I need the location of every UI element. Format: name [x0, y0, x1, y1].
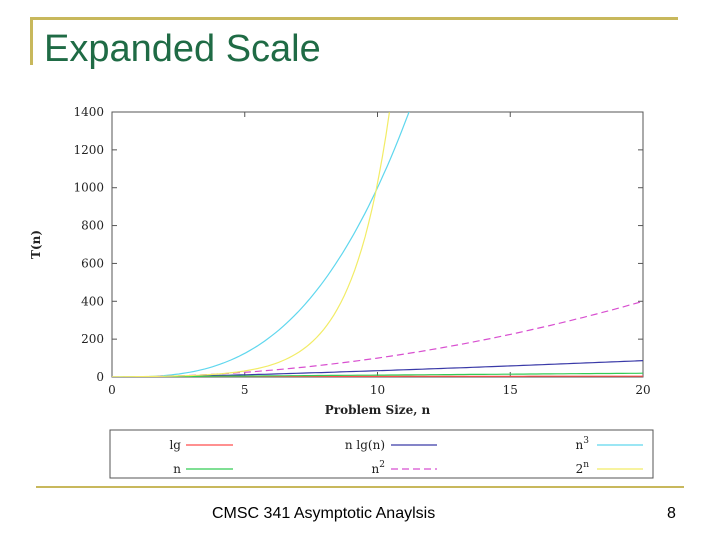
legend-label-n-lg-n-: n lg(n) — [345, 438, 385, 452]
series-lines — [112, 112, 643, 377]
y-tick-label: 1200 — [73, 143, 104, 157]
legend-label-2n: 2n — [576, 460, 590, 476]
legend-box — [109, 429, 654, 479]
plot-border — [111, 111, 644, 378]
footer-text: CMSC 341 Asymptotic Anaylsis — [212, 505, 436, 522]
slide-title: Expanded Scale — [44, 28, 321, 70]
y-tick-label: 1000 — [73, 181, 104, 195]
x-axis-label: Problem Size, n — [325, 403, 431, 417]
legend-label-n2: n2 — [372, 460, 385, 476]
series-line-2n — [112, 112, 390, 377]
title-frame-top — [30, 17, 678, 20]
x-tick-label: 10 — [370, 383, 385, 397]
title-frame-left — [30, 17, 33, 65]
x-tick-label: 15 — [503, 383, 518, 397]
plot-area — [111, 111, 644, 378]
legend: lg n lg(n) n3 n n2 2n — [109, 429, 654, 479]
y-tick-label: 400 — [81, 294, 104, 308]
series-line-n — [112, 372, 643, 377]
series-line-n2 — [112, 300, 643, 377]
y-axis-label: T(n) — [29, 230, 43, 259]
page-number: 8 — [667, 505, 676, 522]
y-tick-label: 600 — [81, 256, 104, 270]
series-line-n-lg-n- — [138, 360, 643, 377]
y-tick-label: 1400 — [73, 105, 104, 119]
y-tick-label: 200 — [81, 332, 104, 346]
y-tick-label: 800 — [81, 219, 104, 233]
x-tick-label: 5 — [241, 383, 249, 397]
y-tick-label: 0 — [96, 370, 104, 384]
legend-label-lg-n-: lg — [169, 438, 181, 452]
legend-label-n3: n3 — [576, 436, 590, 452]
x-tick-label: 20 — [635, 383, 650, 397]
legend-label-n: n — [173, 462, 181, 476]
series-line-n3 — [112, 112, 410, 377]
footer-divider — [36, 486, 684, 488]
x-tick-label: 0 — [108, 383, 116, 397]
